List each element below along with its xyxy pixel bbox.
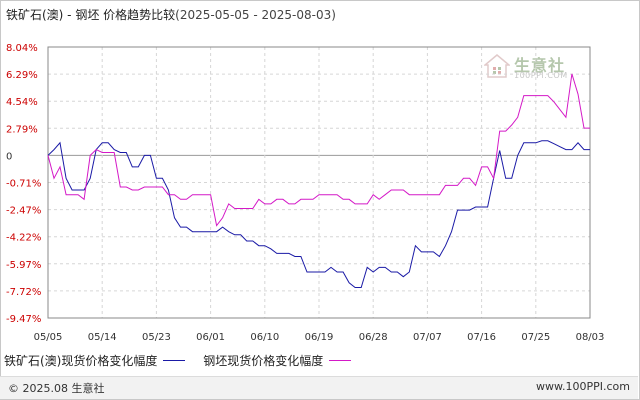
chart-axes — [47, 46, 591, 319]
x-tick-label: 05/23 — [142, 332, 171, 343]
footer-bar: © 2025.08 生意社 www.100PPI.com — [0, 376, 638, 399]
y-tick-label: -0.71% — [6, 179, 41, 190]
x-tick-label: 05/05 — [34, 332, 63, 343]
title-text: 铁矿石(澳) - 钢坯 价格趋势比较 — [6, 8, 176, 22]
y-tick-labels: 8.04% 6.29% 4.54% 2.79% 0 -0.71% -2.47% -4.22% -… — [6, 43, 41, 325]
chart-title: 铁矿石(澳) - 钢坯 价格趋势比较(2025-05-05 - 2025-08-… — [6, 6, 336, 23]
chart-grid — [47, 46, 591, 319]
y-tick-label: 6.29% — [6, 70, 38, 81]
series-line-iron-ore — [47, 140, 590, 288]
legend-item-iron-ore: 铁矿石(澳)现货价格变化幅度 — [4, 352, 186, 369]
legend-label-billet: 钢坯现货价格变化幅度 — [203, 354, 324, 368]
x-tick-label: 06/01 — [196, 332, 225, 343]
y-tick-label: 2.79% — [6, 124, 38, 135]
x-tick-label: 06/19 — [305, 332, 334, 343]
title-date-range: (2025-05-05 - 2025-08-03) — [175, 8, 336, 22]
legend-swatch-billet — [329, 360, 352, 361]
series-line-billet — [47, 73, 590, 227]
x-tick-label: 08/03 — [576, 332, 605, 343]
x-tick-label: 07/07 — [413, 332, 442, 343]
x-tick-label: 06/10 — [250, 332, 279, 343]
x-tick-label: 07/16 — [467, 332, 496, 343]
x-tick-label: 05/14 — [88, 332, 117, 343]
y-tick-label: -2.47% — [6, 206, 41, 217]
y-tick-label: -7.72% — [6, 287, 41, 298]
y-tick-label: 4.54% — [6, 97, 38, 108]
legend-swatch-iron-ore — [163, 360, 186, 361]
watermark-url: 100PPI.COM — [514, 71, 568, 80]
house-icon — [484, 54, 510, 78]
legend-item-billet: 钢坯现货价格变化幅度 — [203, 352, 352, 369]
series-lines — [47, 73, 590, 288]
watermark-logo: 生意社 100PPI.COM — [484, 52, 584, 82]
chart-legend: 铁矿石(澳)现货价格变化幅度 钢坯现货价格变化幅度 — [4, 352, 365, 369]
y-tick-label: 8.04% — [6, 43, 38, 54]
legend-label-iron-ore: 铁矿石(澳)现货价格变化幅度 — [4, 354, 158, 368]
watermark-brand: 生意社 — [514, 56, 566, 75]
x-tick-label: 07/25 — [521, 332, 550, 343]
footer-copyright: © 2025.08 生意社 — [8, 382, 105, 395]
y-tick-label: -5.97% — [6, 260, 41, 271]
plot-area-border — [47, 46, 591, 319]
y-tick-label: -4.22% — [6, 233, 41, 244]
y-tick-label: -9.47% — [6, 314, 41, 325]
footer-site-link[interactable]: www.100PPI.com — [536, 380, 630, 393]
x-tick-label: 06/28 — [359, 332, 388, 343]
x-tick-labels: 05/05 05/14 05/23 06/01 06/10 06/19 06/28 07/07… — [34, 332, 605, 343]
y-tick-label: 0 — [6, 151, 12, 162]
